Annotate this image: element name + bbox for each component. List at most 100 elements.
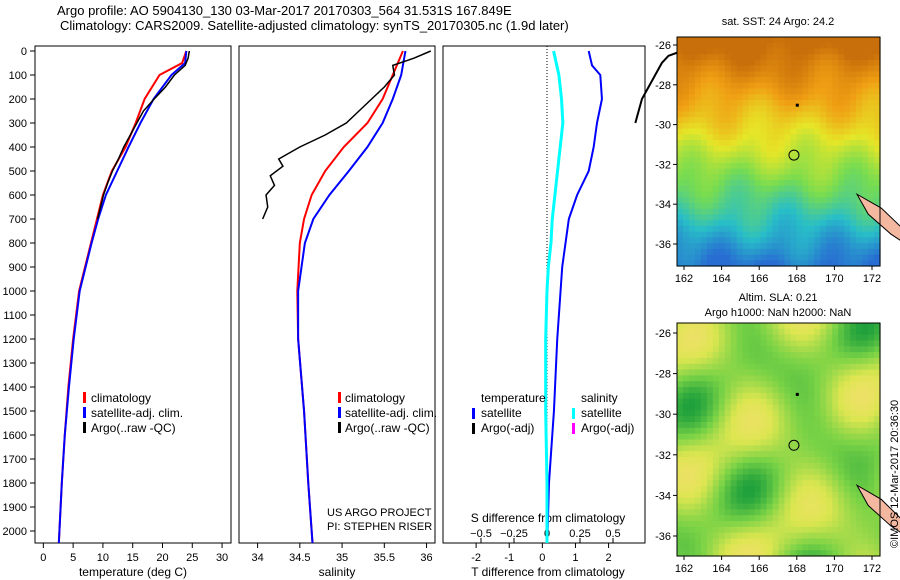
map-pixel bbox=[808, 323, 815, 330]
map-pixel bbox=[766, 427, 774, 435]
map-pixel bbox=[724, 381, 732, 388]
map-pixel bbox=[814, 243, 821, 250]
map-pixel bbox=[742, 111, 750, 118]
map-pixel bbox=[694, 88, 702, 95]
map-pixel bbox=[784, 151, 792, 158]
map-pixel bbox=[856, 191, 863, 198]
map-pixel bbox=[682, 254, 690, 261]
map-pixel bbox=[778, 248, 786, 256]
lon-tick-label: 166 bbox=[750, 273, 768, 285]
map-pixel bbox=[808, 427, 815, 435]
map-pixel bbox=[820, 381, 827, 388]
map-pixel bbox=[802, 248, 809, 256]
map-pixel bbox=[838, 480, 845, 487]
map-pixel bbox=[724, 220, 732, 227]
map-pixel bbox=[820, 357, 827, 365]
map-pixel bbox=[802, 203, 809, 210]
map-pixel bbox=[802, 416, 809, 423]
map-pixel bbox=[868, 392, 875, 400]
map-pixel bbox=[778, 71, 786, 78]
map-pixel bbox=[760, 363, 768, 371]
map-pixel bbox=[742, 140, 750, 147]
map-pixel bbox=[760, 532, 768, 540]
map-pixel bbox=[850, 375, 857, 382]
map-pixel bbox=[856, 220, 863, 227]
map-pixel bbox=[856, 480, 863, 487]
map-pixel bbox=[832, 71, 839, 78]
map-pixel bbox=[736, 416, 744, 423]
map-pixel bbox=[808, 544, 815, 551]
series-satellite bbox=[57, 50, 188, 544]
map-pixel bbox=[682, 71, 690, 78]
map-pixel bbox=[838, 398, 845, 406]
map-pixel bbox=[730, 77, 738, 84]
map-pixel bbox=[712, 381, 720, 388]
map-pixel bbox=[796, 225, 803, 233]
map-pixel bbox=[778, 334, 786, 342]
map-pixel bbox=[718, 111, 726, 118]
map-pixel bbox=[724, 497, 732, 505]
map-pixel bbox=[766, 346, 774, 353]
map-pixel bbox=[844, 82, 851, 90]
map-pixel bbox=[682, 208, 690, 216]
lat-tick-label: -34 bbox=[655, 199, 671, 211]
map-pixel bbox=[814, 214, 821, 221]
map-pixel bbox=[766, 225, 774, 233]
map-pixel bbox=[814, 416, 821, 423]
map-pixel bbox=[808, 59, 815, 67]
map-pixel bbox=[730, 328, 738, 336]
legend-header-salinity: salinity bbox=[581, 391, 618, 405]
map-pixel bbox=[784, 334, 792, 342]
map-pixel bbox=[796, 162, 803, 170]
map-pixel bbox=[754, 225, 762, 233]
map-pixel bbox=[688, 480, 696, 487]
map-pixel bbox=[730, 468, 738, 476]
map-pixel bbox=[736, 214, 744, 221]
map-pixel bbox=[868, 550, 875, 557]
map-pixel bbox=[850, 168, 857, 175]
map-pixel bbox=[700, 387, 708, 394]
map-pixel bbox=[712, 260, 720, 267]
map-pixel bbox=[808, 225, 815, 233]
map-pixel bbox=[700, 416, 708, 423]
map-pixel bbox=[748, 225, 756, 233]
map-pixel bbox=[874, 433, 881, 441]
map-pixel bbox=[694, 532, 702, 540]
map-pixel bbox=[856, 105, 863, 113]
map-pixel bbox=[760, 260, 768, 267]
map-pixel bbox=[730, 352, 738, 359]
map-pixel bbox=[796, 151, 803, 158]
map-pixel bbox=[754, 71, 762, 78]
map-pixel bbox=[700, 357, 708, 365]
lon-tick-label: 166 bbox=[750, 563, 768, 575]
map-pixel bbox=[748, 128, 756, 135]
map-pixel bbox=[838, 117, 845, 124]
map-pixel bbox=[742, 157, 750, 164]
map-pixel bbox=[832, 468, 839, 476]
map-pixel bbox=[736, 88, 744, 95]
depth-tick-label: 1800 bbox=[3, 478, 27, 490]
map-pixel bbox=[778, 538, 786, 545]
map-pixel bbox=[790, 180, 798, 187]
map-pixel bbox=[778, 480, 786, 487]
map-pixel bbox=[778, 404, 786, 411]
map-pixel bbox=[718, 117, 726, 124]
map-pixel bbox=[784, 538, 792, 545]
map-pixel bbox=[677, 357, 684, 365]
map-pixel bbox=[736, 346, 744, 353]
map-pixel bbox=[874, 71, 881, 78]
map-pixel bbox=[778, 346, 786, 353]
map-pixel bbox=[796, 521, 803, 528]
map-pixel bbox=[832, 140, 839, 147]
map-pixel bbox=[778, 203, 786, 210]
map-pixel bbox=[736, 404, 744, 411]
map-pixel bbox=[844, 203, 851, 210]
map-pixel bbox=[766, 544, 774, 551]
map-pixel bbox=[694, 111, 702, 118]
map-pixel bbox=[850, 128, 857, 135]
map-pixel bbox=[766, 65, 774, 72]
lat-tick-label: -32 bbox=[655, 159, 671, 171]
map-pixel bbox=[838, 180, 845, 187]
map-pixel bbox=[712, 491, 720, 499]
map-pixel bbox=[826, 111, 833, 118]
